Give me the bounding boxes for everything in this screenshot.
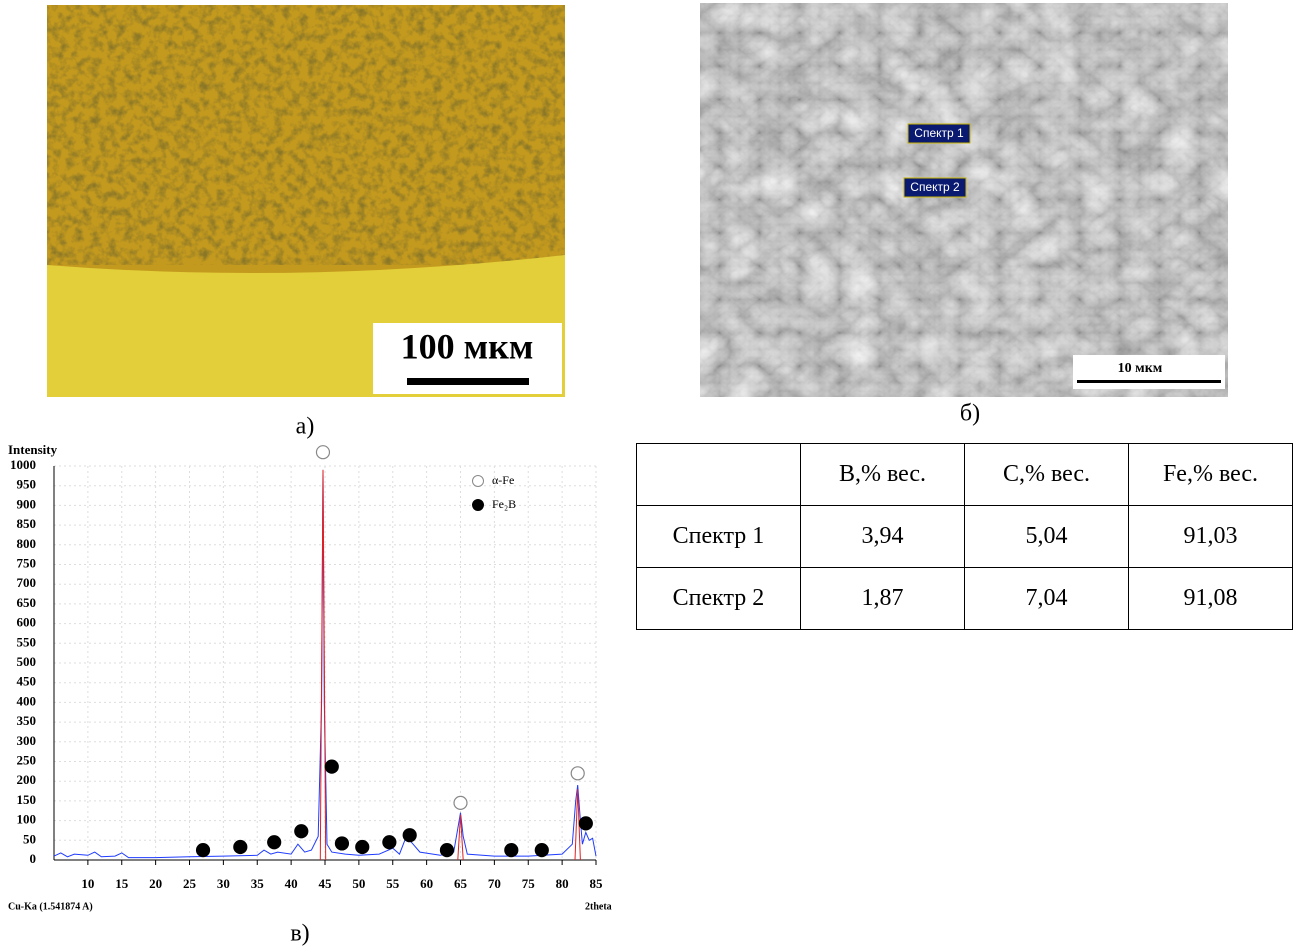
marker bbox=[268, 836, 281, 849]
panel-label: б) bbox=[960, 401, 980, 427]
y-tick-label: 750 bbox=[17, 555, 37, 570]
marker bbox=[356, 840, 369, 853]
x-tick-label: 85 bbox=[590, 876, 604, 891]
marker bbox=[505, 844, 518, 857]
x-tick-label: 25 bbox=[183, 876, 197, 891]
y-tick-label: 850 bbox=[17, 516, 37, 531]
marker bbox=[197, 844, 210, 857]
y-axis-label: Intensity bbox=[8, 442, 58, 457]
scale-label: 100 мкм bbox=[401, 326, 534, 366]
x-tick-label: 60 bbox=[420, 876, 433, 891]
cell: 1,87 bbox=[801, 568, 965, 630]
y-tick-label: 550 bbox=[17, 634, 37, 649]
x-tick-label: 80 bbox=[556, 876, 569, 891]
y-tick-label: 1000 bbox=[10, 457, 36, 472]
x-tick-label: 65 bbox=[454, 876, 468, 891]
cell: 91,03 bbox=[1129, 506, 1293, 568]
header-cell: B,% вес. bbox=[801, 444, 965, 506]
x-tick-label: 50 bbox=[352, 876, 365, 891]
y-tick-label: 100 bbox=[17, 812, 37, 827]
marker bbox=[454, 796, 467, 809]
scale-bar bbox=[1077, 380, 1221, 383]
scale-label: 10 мкм bbox=[1118, 361, 1163, 376]
y-tick-label: 250 bbox=[17, 752, 37, 767]
legend-marker bbox=[473, 476, 484, 487]
marker bbox=[579, 817, 592, 830]
y-tick-label: 450 bbox=[17, 674, 37, 689]
marker bbox=[535, 844, 548, 857]
cell: 3,94 bbox=[801, 506, 965, 568]
micrograph-b bbox=[700, 3, 1228, 397]
legend-label: Fe₂B bbox=[492, 497, 516, 511]
marker bbox=[325, 760, 338, 773]
y-tick-label: 700 bbox=[17, 575, 37, 590]
corner-cell bbox=[637, 444, 801, 506]
x-tick-label: 70 bbox=[488, 876, 501, 891]
cell: 91,08 bbox=[1129, 568, 1293, 630]
cell: Спектр 2 bbox=[637, 568, 801, 630]
legend-label: α-Fe bbox=[492, 473, 514, 487]
x-tick-label: 40 bbox=[285, 876, 298, 891]
spectrum-label: Спектр 1 bbox=[914, 126, 964, 140]
y-tick-label: 500 bbox=[17, 654, 37, 669]
x-axis-label: 2theta bbox=[585, 901, 612, 912]
marker bbox=[571, 767, 584, 780]
y-tick-label: 600 bbox=[17, 615, 37, 630]
y-tick-label: 200 bbox=[17, 772, 37, 787]
marker bbox=[403, 829, 416, 842]
y-tick-label: 350 bbox=[17, 713, 37, 728]
panel-label: в) bbox=[290, 921, 309, 947]
x-tick-label: 15 bbox=[115, 876, 129, 891]
marker bbox=[335, 837, 348, 850]
scale-bar bbox=[407, 378, 529, 385]
y-tick-label: 800 bbox=[17, 536, 37, 551]
page: 100 мкм а) Спектр 1 Спектр 2 10 мкм б) в… bbox=[0, 0, 1295, 951]
y-tick-label: 50 bbox=[23, 831, 36, 846]
marker bbox=[234, 840, 247, 853]
x-tick-label: 55 bbox=[386, 876, 400, 891]
y-tick-label: 950 bbox=[17, 477, 37, 492]
cell: 5,04 bbox=[965, 506, 1129, 568]
cell: 7,04 bbox=[965, 568, 1129, 630]
panel-label: а) bbox=[296, 414, 315, 440]
x-tick-label: 20 bbox=[149, 876, 162, 891]
x-tick-label: 10 bbox=[81, 876, 94, 891]
marker bbox=[383, 836, 396, 849]
y-tick-label: 400 bbox=[17, 693, 37, 708]
micrograph-texture bbox=[47, 5, 565, 265]
marker bbox=[295, 825, 308, 838]
y-tick-label: 150 bbox=[17, 792, 37, 807]
chart-note: Cu-Ka (1.541874 A) bbox=[8, 901, 93, 912]
y-tick-label: 650 bbox=[17, 595, 37, 610]
y-tick-label: 0 bbox=[30, 851, 37, 866]
x-tick-label: 45 bbox=[319, 876, 333, 891]
x-tick-label: 75 bbox=[522, 876, 536, 891]
header-cell: Fe,% вес. bbox=[1129, 444, 1293, 506]
y-tick-label: 900 bbox=[17, 496, 37, 511]
header-cell: C,% вес. bbox=[965, 444, 1129, 506]
cell: Спектр 1 bbox=[637, 506, 801, 568]
x-tick-label: 30 bbox=[217, 876, 230, 891]
x-tick-label: 35 bbox=[251, 876, 265, 891]
marker bbox=[440, 844, 453, 857]
marker bbox=[316, 446, 329, 459]
y-tick-label: 300 bbox=[17, 733, 37, 748]
spectrum-label: Спектр 2 bbox=[910, 180, 960, 194]
legend-marker bbox=[473, 500, 484, 511]
composition-table: B,% вес. C,% вес. Fe,% вес. Спектр 1 3,9… bbox=[636, 443, 1293, 630]
